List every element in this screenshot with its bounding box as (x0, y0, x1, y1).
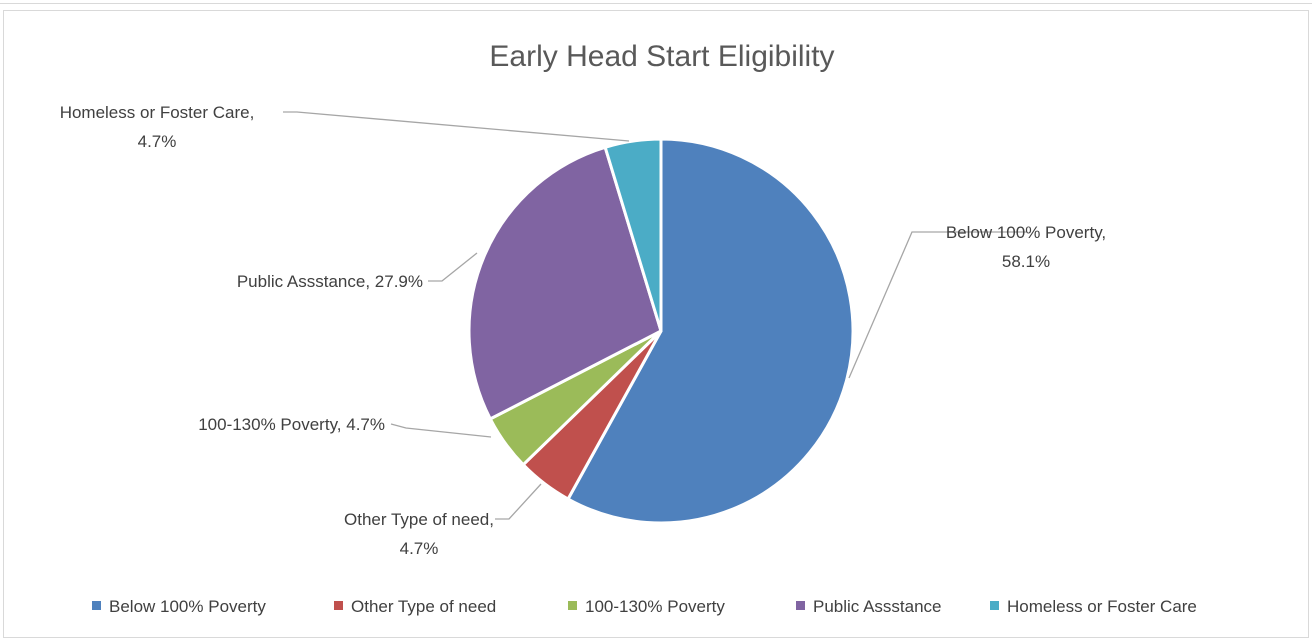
legend-item-public-assstance: Public Assstance (796, 597, 942, 616)
legend-swatch-public-assstance (796, 601, 805, 610)
legend-item-below-100-poverty: Below 100% Poverty (92, 597, 266, 616)
data-label-public-assstance: Public Assstance, 27.9% (237, 272, 423, 291)
data-label-line: Below 100% Poverty, (946, 223, 1106, 242)
legend-swatch-100-130-poverty (568, 601, 577, 610)
legend-label-homeless-or-foster-care: Homeless or Foster Care (1007, 597, 1197, 616)
leader-line-100-130-poverty (390, 423, 492, 438)
leader-line-homeless-or-foster-care (283, 111, 630, 142)
chart-area-border (3, 10, 1309, 638)
data-label-line: 4.7% (400, 539, 439, 558)
data-label-below-100-poverty: Below 100% Poverty, 58.1% (946, 223, 1106, 271)
data-labels: Below 100% Poverty, 58.1% Other Type of ne… (60, 103, 1106, 558)
legend-swatch-below-100-poverty (92, 601, 101, 610)
data-label-line: Other Type of need, (344, 510, 494, 529)
legend-swatch-other-type-of-need (334, 601, 343, 610)
data-label-line: Homeless or Foster Care, (60, 103, 255, 122)
data-label-line: Public Assstance, 27.9% (237, 272, 423, 291)
data-label-line: 58.1% (1002, 252, 1050, 271)
leader-line-other-type-of-need (495, 483, 542, 520)
data-label-line: 100-130% Poverty, 4.7% (198, 415, 385, 434)
pie-slice-public-assstance (467, 145, 663, 421)
legend-label-100-130-poverty: 100-130% Poverty (585, 597, 725, 616)
legend-label-public-assstance: Public Assstance (813, 597, 942, 616)
legend-label-other-type-of-need: Other Type of need (351, 597, 496, 616)
legend-item-100-130-poverty: 100-130% Poverty (568, 597, 725, 616)
data-label-homeless-or-foster-care: Homeless or Foster Care, 4.7% (60, 103, 255, 151)
legend-swatch-homeless-or-foster-care (990, 601, 999, 610)
data-label-line: 4.7% (138, 132, 177, 151)
window-top-border (0, 0, 1312, 4)
leader-lines (283, 111, 1026, 520)
leader-line-public-assstance (428, 252, 478, 282)
chart-title: Early Head Start Eligibility (489, 40, 834, 73)
pie-slice-homeless-or-foster-care (603, 137, 663, 333)
legend-item-homeless-or-foster-care: Homeless or Foster Care (990, 597, 1197, 616)
pie-slices (467, 137, 855, 525)
leader-line-below-100-poverty (848, 231, 1026, 379)
data-label-other-type-of-need: Other Type of need, 4.7% (344, 510, 494, 558)
legend: Below 100% Poverty Other Type of need 100-… (92, 597, 1197, 616)
data-label-100-130-poverty: 100-130% Poverty, 4.7% (198, 415, 385, 434)
legend-item-other-type-of-need: Other Type of need (334, 597, 496, 616)
legend-label-below-100-poverty: Below 100% Poverty (109, 597, 266, 616)
pie-slice-below-100-poverty (566, 137, 855, 525)
